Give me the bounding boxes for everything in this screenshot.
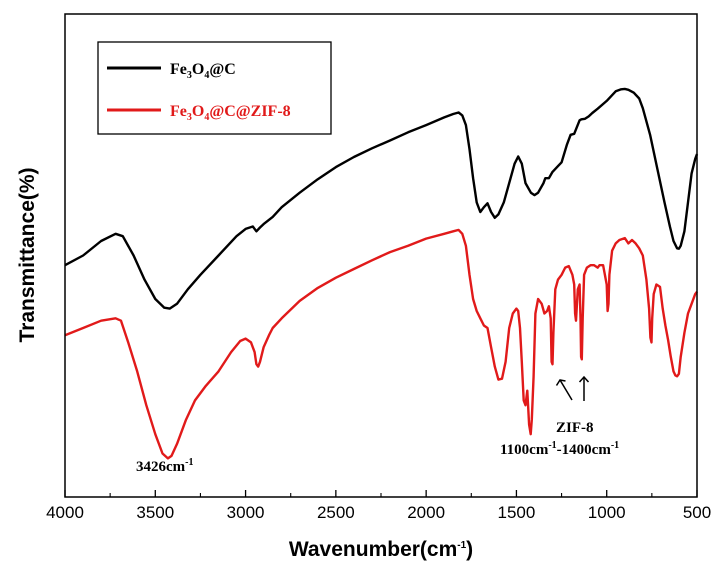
x-tick-label-3500: 3500 (136, 503, 174, 522)
zif-arrows (555, 375, 590, 401)
x-tick-label-1500: 1500 (498, 503, 536, 522)
text-run: ) (466, 538, 473, 561)
x-axis-title: Wavenumber(cm-1) (289, 538, 473, 561)
text-run: @C (209, 61, 235, 78)
x-tick-label-2500: 2500 (317, 503, 355, 522)
text-run: -1400cm (557, 442, 612, 458)
x-tick-label-4000: 4000 (46, 503, 84, 522)
text-run: 4 (204, 112, 209, 123)
series-layer (64, 87, 699, 460)
series-line-1 (64, 228, 698, 460)
x-tick-label-1000: 1000 (588, 503, 626, 522)
annotation-zif8-range: 1100cm-1-1400cm-1 (500, 440, 619, 458)
annotation-zif8: ZIF-8 (556, 420, 594, 436)
text-run: -1 (185, 457, 193, 468)
legend-entry-fe3o4-c: Fe3O4@C (170, 61, 236, 81)
text-run: 4 (204, 70, 209, 81)
x-tick-label-2000: 2000 (407, 503, 445, 522)
x-tick-label-3000: 3000 (227, 503, 265, 522)
legend-box (97, 41, 332, 135)
text-run: @C@ZIF-8 (209, 103, 290, 120)
text-run: 3 (187, 112, 192, 123)
text-run: 3426cm (136, 459, 186, 475)
text-run: Fe (170, 61, 187, 78)
y-axis-title: Transmittance(%) (16, 167, 39, 342)
text-run: Wavenumber(cm (289, 538, 457, 561)
text-run: -1 (457, 540, 466, 551)
text-run: O (192, 61, 204, 78)
text-run: 3 (187, 70, 192, 81)
arrow-left-head (555, 379, 566, 386)
text-run: Fe (170, 103, 187, 120)
x-tick-label-500: 500 (683, 503, 711, 522)
legend: Fe3O4@C Fe3O4@C@ZIF-8 (97, 41, 332, 135)
x-axis-ticks: 4000 3500 3000 2500 2000 1500 1000 500 (46, 490, 711, 522)
text-run: O (192, 103, 204, 120)
text-run: -1 (611, 440, 619, 451)
arrow-right-head (578, 375, 590, 383)
text-run: -1 (548, 440, 556, 451)
annotation-3426: 3426cm-1 (136, 457, 194, 475)
text-run: 1100cm (500, 442, 549, 458)
legend-entry-fe3o4-c-zif8: Fe3O4@C@ZIF-8 (170, 103, 291, 123)
arrow-left (559, 379, 573, 401)
series-line-0 (64, 87, 699, 310)
